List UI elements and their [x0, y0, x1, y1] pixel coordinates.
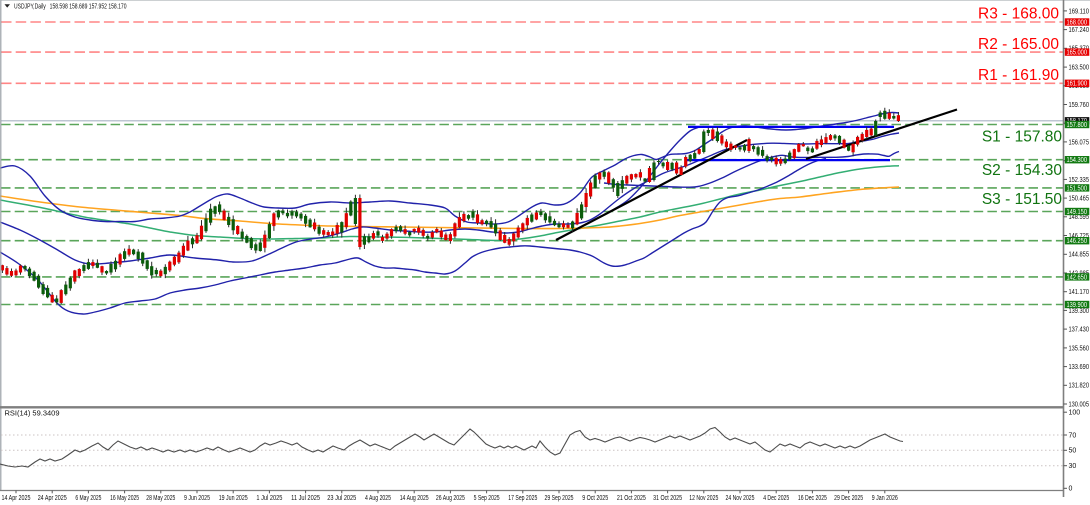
svg-text:12 Nov 2025: 12 Nov 2025 [689, 495, 718, 502]
svg-text:21 Oct 2025: 21 Oct 2025 [617, 495, 646, 502]
svg-text:4 Dec 2025: 4 Dec 2025 [763, 495, 789, 502]
svg-text:29 Sep 2025: 29 Sep 2025 [545, 495, 574, 502]
svg-text:70: 70 [1069, 432, 1077, 439]
svg-text:151.500: 151.500 [1067, 185, 1088, 192]
svg-text:150.465: 150.465 [1069, 196, 1090, 203]
svg-text:28 May 2025: 28 May 2025 [146, 495, 175, 502]
svg-text:133.690: 133.690 [1069, 364, 1090, 371]
svg-text:16 Dec 2025: 16 Dec 2025 [798, 495, 827, 502]
svg-text:29 Dec 2025: 29 Dec 2025 [834, 495, 863, 502]
svg-text:161.900: 161.900 [1067, 81, 1088, 88]
svg-text:144.855: 144.855 [1069, 252, 1090, 259]
svg-text:R1 - 161.90: R1 - 161.90 [978, 67, 1059, 84]
svg-text:130.005: 130.005 [1069, 401, 1090, 408]
svg-text:24 Nov 2025: 24 Nov 2025 [726, 495, 755, 502]
svg-text:30: 30 [1069, 463, 1077, 470]
svg-text:149.150: 149.150 [1067, 209, 1088, 216]
svg-text:9 Oct 2025: 9 Oct 2025 [582, 495, 608, 502]
svg-text:50: 50 [1069, 448, 1077, 455]
svg-text:139.900: 139.900 [1067, 302, 1088, 309]
svg-text:R3 - 168.00: R3 - 168.00 [978, 6, 1059, 23]
svg-text:16 May 2025: 16 May 2025 [110, 495, 139, 502]
svg-text:24 Apr 2025: 24 Apr 2025 [38, 495, 67, 502]
svg-text:S2 - 154.30: S2 - 154.30 [982, 162, 1063, 179]
svg-text:156.075: 156.075 [1069, 139, 1090, 146]
svg-text:167.240: 167.240 [1069, 27, 1090, 34]
svg-text:157.800: 157.800 [1067, 122, 1088, 129]
svg-text:165.000: 165.000 [1067, 50, 1088, 57]
svg-text:26 Aug 2025: 26 Aug 2025 [436, 495, 465, 502]
svg-text:148.595: 148.595 [1069, 214, 1090, 221]
svg-text:154.300: 154.300 [1067, 157, 1088, 164]
svg-text:131.820: 131.820 [1069, 383, 1090, 390]
svg-text:163.500: 163.500 [1069, 65, 1090, 72]
svg-text:1 Jul 2025: 1 Jul 2025 [256, 495, 282, 502]
svg-text:17 Sep 2025: 17 Sep 2025 [508, 495, 537, 502]
svg-text:S3 - 151.50: S3 - 151.50 [982, 191, 1063, 208]
svg-text:USDJPY,Daily 158.598 158.689: USDJPY,Daily 158.598 158.689 157.952 158… [14, 2, 127, 11]
svg-text:169.110: 169.110 [1069, 8, 1090, 15]
svg-text:146.250: 146.250 [1067, 238, 1088, 245]
svg-text:0: 0 [1069, 486, 1073, 493]
svg-text:14 Aug 2025: 14 Aug 2025 [400, 495, 429, 502]
svg-text:14 Apr 2025: 14 Apr 2025 [2, 495, 31, 502]
svg-text:11 Jul 2025: 11 Jul 2025 [291, 495, 320, 502]
svg-text:5 Sep 2025: 5 Sep 2025 [474, 495, 500, 502]
svg-text:141.170: 141.170 [1069, 289, 1090, 296]
svg-text:135.560: 135.560 [1069, 345, 1090, 352]
svg-text:137.430: 137.430 [1069, 327, 1090, 334]
svg-text:159.760: 159.760 [1069, 102, 1090, 109]
svg-text:146.725: 146.725 [1069, 233, 1090, 240]
svg-text:RSI(14) 59.3409: RSI(14) 59.3409 [5, 411, 60, 418]
svg-text:S1 - 157.80: S1 - 157.80 [982, 129, 1063, 146]
svg-text:168.000: 168.000 [1067, 19, 1088, 26]
svg-text:9 Jun 2025: 9 Jun 2025 [184, 495, 210, 502]
svg-text:100: 100 [1069, 410, 1081, 417]
svg-text:9 Jan 2026: 9 Jan 2026 [872, 495, 898, 502]
svg-text:6 May 2025: 6 May 2025 [75, 495, 101, 502]
svg-text:R2 - 165.00: R2 - 165.00 [978, 36, 1059, 53]
svg-text:142.650: 142.650 [1067, 274, 1088, 281]
svg-text:19 Jun 2025: 19 Jun 2025 [219, 495, 248, 502]
svg-text:31 Oct 2025: 31 Oct 2025 [653, 495, 682, 502]
svg-text:152.335: 152.335 [1069, 177, 1090, 184]
svg-text:4 Aug 2025: 4 Aug 2025 [365, 495, 391, 502]
svg-text:139.300: 139.300 [1069, 308, 1090, 315]
svg-text:23 Jul 2025: 23 Jul 2025 [327, 495, 356, 502]
